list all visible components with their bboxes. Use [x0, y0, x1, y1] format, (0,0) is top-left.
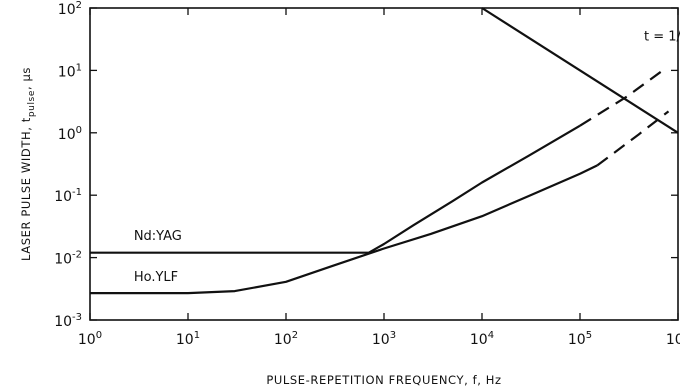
y-tick-label-base: 10 — [58, 2, 76, 18]
x-tick-label-base: 10 — [568, 332, 586, 348]
y-axis-title-main: LASER PULSE WIDTH, t — [19, 117, 33, 261]
x-tick-label-exponent: 3 — [390, 330, 396, 341]
y-axis-title-unit: , µs — [19, 67, 33, 90]
x-tick-label-exponent: 1 — [194, 330, 200, 341]
x-axis-title: PULSE-REPETITION FREQUENCY, f, Hz — [266, 373, 501, 387]
y-tick-label: 102 — [58, 0, 82, 18]
x-tick-label-base: 10 — [470, 332, 488, 348]
x-tick-label: 102 — [274, 330, 298, 348]
x-tick-label-base: 10 — [176, 332, 194, 348]
y-tick-label: 100 — [58, 125, 82, 143]
x-tick-label: 105 — [568, 330, 592, 348]
y-tick-label: 10-3 — [54, 312, 82, 330]
y-tick-label-base: 10 — [54, 189, 72, 205]
y-tick-label: 10-1 — [54, 187, 82, 205]
y-axis-title: LASER PULSE WIDTH, tpulse, µs — [19, 67, 37, 261]
y-axis-title-subscript: pulse — [27, 90, 37, 117]
series-label-ho-ylf: Ho.YLF — [134, 270, 178, 285]
series-line-nd-yag-extrapolated — [579, 69, 664, 127]
y-tick-label-exponent: -1 — [72, 187, 82, 198]
y-tick-label-exponent: -3 — [72, 312, 82, 323]
y-tick-label-base: 10 — [54, 314, 72, 330]
y-tick-label-base: 10 — [58, 127, 76, 143]
series-line-nd-yag — [90, 124, 581, 254]
series-line-t-1-f — [481, 7, 679, 134]
plot-frame — [89, 7, 679, 321]
y-tick-label: 10-2 — [54, 250, 82, 268]
x-tick-label-base: 10 — [274, 332, 292, 348]
annotation-layer: Nd:YAG Ho.YLF t = 1/f — [134, 30, 680, 285]
x-tick-label-exponent: 5 — [586, 330, 592, 341]
ticks-layer — [89, 7, 679, 321]
x-tick-label-base: 10 — [78, 332, 96, 348]
x-tick-label-base: 10 — [372, 332, 390, 348]
x-tick-label: 106 — [666, 330, 680, 348]
series-label-t-1-f: t = 1/f — [644, 30, 680, 45]
x-tick-label-exponent: 2 — [292, 330, 298, 341]
x-tick-label-exponent: 4 — [488, 330, 494, 341]
series-layer — [90, 7, 679, 295]
y-tick-label: 101 — [58, 62, 82, 80]
tick-labels-layer: 10010110210310410510610-310-210-11001011… — [54, 0, 680, 348]
y-tick-label-base: 10 — [54, 252, 72, 268]
x-tick-label: 103 — [372, 330, 396, 348]
y-tick-label-exponent: -2 — [72, 250, 82, 261]
y-tick-label-exponent: 1 — [76, 62, 82, 73]
x-tick-label: 100 — [78, 330, 102, 348]
x-tick-label: 104 — [470, 330, 494, 348]
y-tick-label-base: 10 — [58, 64, 76, 80]
x-tick-label-exponent: 0 — [96, 330, 102, 341]
y-tick-label-exponent: 2 — [76, 0, 82, 11]
x-tick-label-base: 10 — [666, 332, 680, 348]
series-label-nd-yag: Nd:YAG — [134, 229, 182, 244]
series-line-ho-ylf — [90, 164, 598, 295]
y-tick-label-exponent: 0 — [76, 125, 82, 136]
x-tick-label: 101 — [176, 330, 200, 348]
series-line-ho-ylf-extrapolated — [596, 110, 670, 167]
